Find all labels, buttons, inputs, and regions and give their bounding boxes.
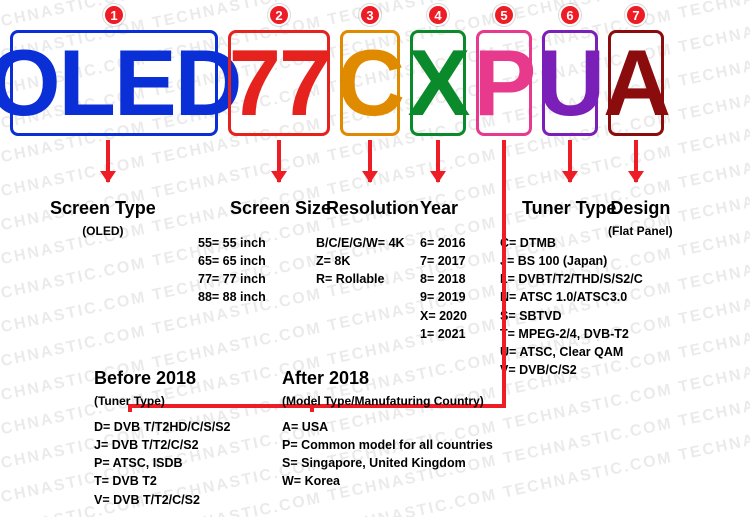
segment-list-screen-size: 55= 55 inch65= 65 inch77= 77 inch88= 88 … (198, 234, 266, 307)
segment-badge-tuner-type: 6 (559, 4, 581, 26)
segment-box-country: P (476, 30, 532, 136)
segment-glyph-screen-type: OLED (0, 36, 241, 130)
segment-arrow-design (634, 140, 638, 182)
segment-heading-year: Year (420, 198, 458, 219)
segment-heading-design: Design(Flat Panel) (608, 198, 673, 240)
segment-arrow-screen-type (106, 140, 110, 182)
segment-list-tuner-type: C= DTMBJ= BS 100 (Japan)L= DVBT/T2/THD/S… (500, 234, 643, 379)
segment-box-resolution: C (340, 30, 400, 136)
segment-glyph-country: P (474, 36, 535, 130)
segment-list-resolution: B/C/E/G/W= 4KZ= 8KR= Rollable (316, 234, 405, 288)
segment-arrow-screen-size (277, 140, 281, 182)
segment-glyph-year: X (408, 36, 469, 130)
segment-list-year: 6= 20167= 20178= 20189= 2019X= 20201= 20… (420, 234, 467, 343)
segment-box-screen-size: 77 (228, 30, 330, 136)
after-title: After 2018 (282, 368, 369, 388)
segment-box-screen-type: OLED (10, 30, 218, 136)
segment-arrow-tuner-type (568, 140, 572, 182)
segment-badge-design: 7 (625, 4, 647, 26)
segment-arrow-resolution (368, 140, 372, 182)
before-2018-list: D= DVB T/T2HD/C/S/S2J= DVB T/T2/C/S2P= A… (94, 418, 231, 509)
segment-glyph-screen-size: 77 (229, 36, 330, 130)
before-sub: (Tuner Type) (94, 394, 165, 408)
segment-badge-screen-type: 1 (103, 4, 125, 26)
segment-box-design: A (608, 30, 664, 136)
after-2018-list: A= USAP= Common model for all countriesS… (282, 418, 493, 491)
segment-glyph-design: A (603, 36, 669, 130)
segment-heading-screen-type: Screen Type(OLED) (50, 198, 156, 240)
segment-badge-screen-size: 2 (268, 4, 290, 26)
segment-glyph-tuner-type: U (537, 36, 603, 130)
segment-box-tuner-type: U (542, 30, 598, 136)
segment-arrow-year (436, 140, 440, 182)
before-2018-heading: Before 2018 (Tuner Type) (94, 368, 196, 410)
after-2018-heading: After 2018 (Model Type/Manufaturing Coun… (282, 368, 484, 410)
segment-heading-resolution: Resolution (326, 198, 419, 219)
segment-glyph-resolution: C (337, 36, 403, 130)
segment-box-year: X (410, 30, 466, 136)
after-sub: (Model Type/Manufaturing Country) (282, 394, 484, 408)
segment-heading-tuner-type: Tuner Type (522, 198, 616, 219)
segment-heading-screen-size: Screen Size (230, 198, 331, 219)
connector-vertical (502, 140, 506, 406)
diagram-canvas: OLED 1 Screen Type(OLED) 77 2 Screen Size 55= … (0, 0, 750, 517)
segment-badge-country: 5 (493, 4, 515, 26)
segment-badge-year: 4 (427, 4, 449, 26)
segment-badge-resolution: 3 (359, 4, 381, 26)
before-title: Before 2018 (94, 368, 196, 388)
